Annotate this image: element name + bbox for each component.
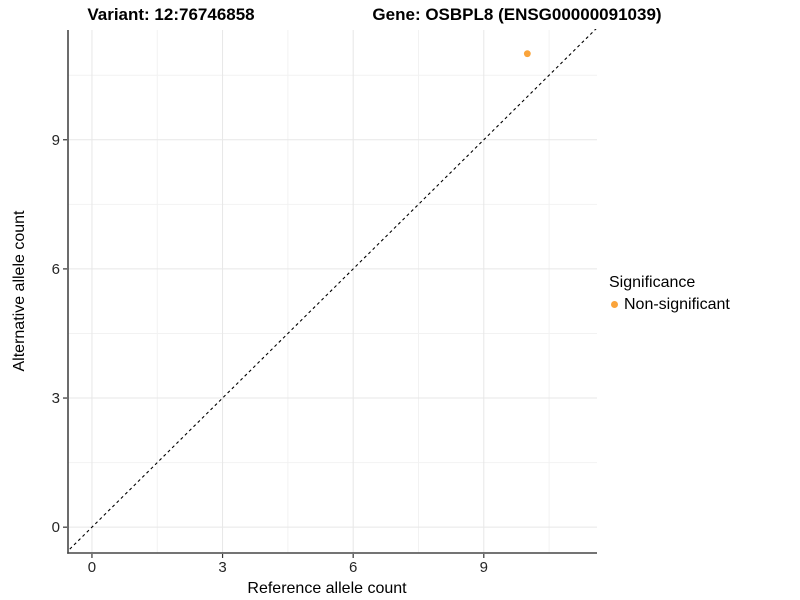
x-tick-label: 6 bbox=[349, 559, 357, 576]
variant-title: Variant: 12:76746858 bbox=[87, 5, 255, 24]
y-tick-label: 9 bbox=[52, 132, 60, 149]
legend-item: Non-significant bbox=[609, 295, 730, 314]
x-tick-label: 0 bbox=[88, 559, 96, 576]
x-tick-label: 3 bbox=[218, 559, 226, 576]
y-axis-title: Alternative allele count bbox=[11, 210, 28, 372]
legend-point-icon bbox=[611, 301, 618, 308]
legend-title: Significance bbox=[609, 274, 696, 291]
legend: Significance Non-significant bbox=[609, 273, 730, 314]
y-tick-label: 0 bbox=[52, 519, 60, 536]
gene-title: Gene: OSBPL8 (ENSG00000091039) bbox=[372, 5, 662, 24]
data-point bbox=[523, 50, 531, 58]
x-tick-label: 9 bbox=[480, 559, 488, 576]
identity-reference-line bbox=[68, 29, 597, 552]
x-axis-title: Reference allele count bbox=[247, 580, 407, 597]
legend-item-label: Non-significant bbox=[624, 295, 730, 313]
y-tick-label: 6 bbox=[52, 261, 60, 278]
legend-items: Non-significant bbox=[609, 295, 730, 314]
y-tick-label: 3 bbox=[52, 390, 60, 407]
